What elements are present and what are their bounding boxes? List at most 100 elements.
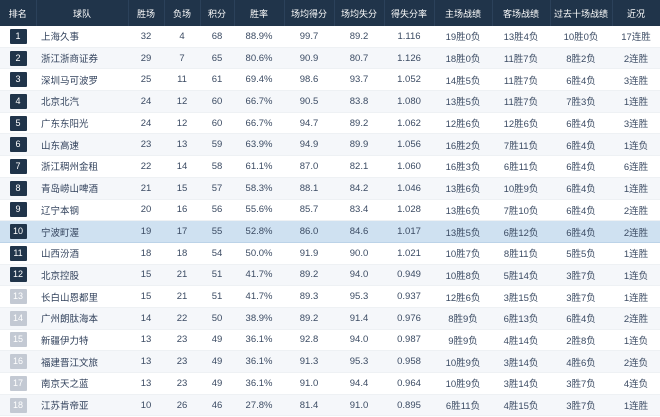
- wins-cell: 15: [128, 264, 164, 287]
- last10_record-cell: 7胜3负: [550, 90, 612, 113]
- team-name-link[interactable]: 青岛崂山啤酒: [36, 177, 128, 200]
- rank-cell: 14: [0, 307, 36, 330]
- recent_form-cell: 2连胜: [612, 47, 660, 70]
- losses-cell: 21: [164, 285, 200, 308]
- losses-cell: 15: [164, 177, 200, 200]
- wins-cell: 13: [128, 372, 164, 395]
- avg_scored-cell: 90.5: [284, 90, 334, 113]
- losses-cell: 13: [164, 133, 200, 157]
- win_pct-cell: 36.1%: [234, 350, 284, 373]
- avg_conceded-cell: 82.1: [334, 155, 384, 178]
- points-cell: 61: [200, 68, 234, 92]
- table-row: 14 广州朗肽海本 14 22 50 38.9% 89.2 91.4 0.976 8胜9负 6胜13…: [0, 307, 660, 330]
- win_pct-cell: 36.1%: [234, 372, 284, 395]
- recent_form-cell: 1连胜: [612, 90, 660, 113]
- avg_scored-cell: 88.1: [284, 177, 334, 200]
- avg_conceded-cell: 90.0: [334, 242, 384, 265]
- score_ratio-cell: 1.046: [384, 177, 434, 200]
- avg_conceded-cell: 93.7: [334, 68, 384, 92]
- home_record-cell: 10胜7负: [434, 242, 492, 265]
- column-header-win_pct: 胜率: [234, 0, 285, 26]
- table-row: 2 浙江浙商证券 29 7 65 80.6% 90.9 80.7 1.126 18胜0负 11胜7负…: [0, 47, 660, 70]
- away_record-cell: 7胜11负: [492, 133, 550, 157]
- wins-cell: 24: [128, 90, 164, 113]
- team-name-link[interactable]: 新疆伊力特: [36, 329, 128, 352]
- last10_record-cell: 6胜4负: [550, 112, 612, 135]
- table-row: 5 广东东阳光 24 12 60 66.7% 94.7 89.2 1.062 12胜6负 12胜6负…: [0, 112, 660, 135]
- wins-cell: 29: [128, 47, 164, 70]
- away_record-cell: 3胜14负: [492, 372, 550, 395]
- losses-cell: 17: [164, 220, 200, 243]
- column-header-wins: 胜场: [128, 0, 165, 26]
- home_record-cell: 9胜9负: [434, 329, 492, 352]
- recent_form-cell: 2连负: [612, 350, 660, 373]
- table-row: 11 山西汾酒 18 18 54 50.0% 91.9 90.0 1.021 10胜7负 8胜11负…: [0, 242, 660, 265]
- win_pct-cell: 55.6%: [234, 199, 284, 222]
- avg_conceded-cell: 91.4: [334, 307, 384, 330]
- avg_scored-cell: 89.3: [284, 285, 334, 308]
- recent_form-cell: 1连负: [612, 329, 660, 352]
- team-name-link[interactable]: 江苏肯帝亚: [36, 394, 128, 417]
- score_ratio-cell: 0.976: [384, 307, 434, 330]
- home_record-cell: 14胜5负: [434, 68, 492, 92]
- avg_conceded-cell: 84.2: [334, 177, 384, 200]
- team-name-link[interactable]: 深圳马可波罗: [36, 68, 128, 92]
- team-name-link[interactable]: 浙江浙商证券: [36, 47, 128, 70]
- avg_scored-cell: 94.9: [284, 133, 334, 157]
- recent_form-cell: 1连负: [612, 264, 660, 287]
- wins-cell: 24: [128, 112, 164, 135]
- table-row: 6 山东高速 23 13 59 63.9% 94.9 89.9 1.056 16胜2负 7胜11负 6…: [0, 133, 660, 157]
- column-header-last10_record: 过去十场战绩: [550, 0, 613, 26]
- team-name-link[interactable]: 北京北汽: [36, 90, 128, 113]
- team-name-link[interactable]: 辽宁本钢: [36, 199, 128, 222]
- last10_record-cell: 4胜6负: [550, 350, 612, 373]
- rank-cell: 2: [0, 47, 36, 70]
- wins-cell: 21: [128, 177, 164, 200]
- home_record-cell: 13胜5负: [434, 220, 492, 243]
- rank-badge: 16: [9, 354, 27, 370]
- team-name-link[interactable]: 北京控股: [36, 264, 128, 287]
- team-name-link[interactable]: 福建晋江文旅: [36, 350, 128, 373]
- team-name-link[interactable]: 上海久事: [36, 26, 128, 48]
- wins-cell: 10: [128, 394, 164, 417]
- standings-body: 1 上海久事 32 4 68 88.9% 99.7 89.2 1.116 19胜0负 13胜4负 10…: [0, 26, 660, 417]
- team-name-link[interactable]: 广东东阳光: [36, 112, 128, 135]
- recent_form-cell: 1连胜: [612, 394, 660, 417]
- away_record-cell: 11胜7负: [492, 68, 550, 92]
- points-cell: 68: [200, 26, 234, 48]
- away_record-cell: 4胜14负: [492, 329, 550, 352]
- score_ratio-cell: 1.028: [384, 199, 434, 222]
- table-row: 16 福建晋江文旅 13 23 49 36.1% 91.3 95.3 0.958 10胜9负 3胜1…: [0, 350, 660, 373]
- wins-cell: 22: [128, 155, 164, 178]
- team-name-link[interactable]: 宁波町渥: [36, 220, 128, 243]
- team-name-link[interactable]: 长白山恩都里: [36, 285, 128, 308]
- away_record-cell: 3胜15负: [492, 285, 550, 308]
- team-name-link[interactable]: 山东高速: [36, 133, 128, 157]
- table-row: 17 南京天之蓝 13 23 49 36.1% 91.0 94.4 0.964 10胜9负 3胜14…: [0, 372, 660, 395]
- wins-cell: 18: [128, 242, 164, 265]
- score_ratio-cell: 1.017: [384, 220, 434, 243]
- avg_scored-cell: 87.0: [284, 155, 334, 178]
- team-name-link[interactable]: 山西汾酒: [36, 242, 128, 265]
- win_pct-cell: 52.8%: [234, 220, 284, 243]
- recent_form-cell: 2连胜: [612, 220, 660, 243]
- recent_form-cell: 1连胜: [612, 285, 660, 308]
- avg_conceded-cell: 89.9: [334, 133, 384, 157]
- avg_scored-cell: 89.2: [284, 264, 334, 287]
- column-header-rank: 排名: [0, 0, 37, 26]
- avg_scored-cell: 91.3: [284, 350, 334, 373]
- last10_record-cell: 6胜4负: [550, 155, 612, 178]
- avg_scored-cell: 90.9: [284, 47, 334, 70]
- win_pct-cell: 88.9%: [234, 26, 284, 48]
- avg_scored-cell: 91.0: [284, 372, 334, 395]
- team-name-link[interactable]: 广州朗肽海本: [36, 307, 128, 330]
- team-name-link[interactable]: 南京天之蓝: [36, 372, 128, 395]
- last10_record-cell: 6胜4负: [550, 199, 612, 222]
- column-header-recent_form: 近况: [612, 0, 660, 26]
- avg_conceded-cell: 83.4: [334, 199, 384, 222]
- rank-cell: 16: [0, 350, 36, 373]
- team-name-link[interactable]: 浙江稠州金租: [36, 155, 128, 178]
- score_ratio-cell: 0.895: [384, 394, 434, 417]
- recent_form-cell: 2连胜: [612, 199, 660, 222]
